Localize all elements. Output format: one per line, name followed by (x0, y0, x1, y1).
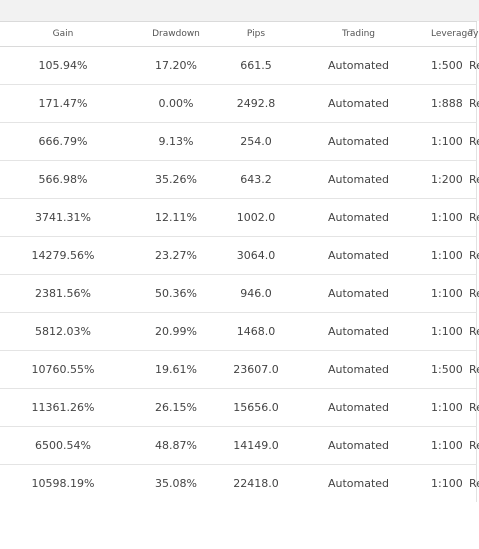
cell-gain: 2381.56% (0, 274, 126, 313)
cell-type: Real (451, 350, 479, 389)
cell-drawdown: 0.00% (126, 84, 226, 123)
cell-drawdown: 19.61% (126, 350, 226, 389)
cell-pips: 643.2 (226, 160, 286, 199)
top-toolbar-band (0, 0, 479, 21)
column-header-pips[interactable]: Pips (226, 21, 286, 47)
cell-trading: Automated (286, 122, 431, 161)
cell-trading: Automated (286, 426, 431, 465)
cell-drawdown: 50.36% (126, 274, 226, 313)
column-header-gain[interactable]: Gain (0, 21, 126, 47)
cell-type: Real (451, 388, 479, 427)
cell-gain: 105.94% (0, 46, 126, 85)
cell-drawdown: 35.08% (155, 477, 197, 490)
cell-pips: 15656.0 (226, 388, 286, 427)
cell-trading: Automated (286, 198, 431, 237)
cell-type: Real (451, 122, 479, 161)
cell-trading: Automated (327, 477, 390, 490)
cell-leverage: 1:500 (431, 350, 463, 389)
cell-drawdown: 9.13% (126, 122, 226, 161)
cell-drawdown: 26.15% (126, 388, 226, 427)
cell-pips: 14149.0 (226, 426, 286, 465)
cell-trading: Automated (286, 46, 431, 85)
cell-gain: 566.98% (0, 160, 126, 199)
cell-type: Real (451, 46, 479, 85)
table-row[interactable]: 10598.19% 35.08% 22418.0 Automated 1:100 Real (0, 465, 479, 503)
cell-drawdown: 20.99% (126, 312, 226, 351)
cell-leverage: 1:500 (431, 46, 463, 85)
cell-trading: Automated (286, 236, 431, 275)
cell-gain: 10760.55% (0, 350, 126, 389)
cell-leverage: 1:888 (431, 84, 463, 123)
cell-leverage: 1:100 (431, 122, 463, 161)
cell-drawdown: 12.11% (126, 198, 226, 237)
cell-pips: 254.0 (226, 122, 286, 161)
cell-leverage: 1:100 (431, 426, 463, 465)
column-header-leverage[interactable]: Leverage (431, 21, 473, 47)
cell-trading: Automated (286, 312, 431, 351)
cell-leverage: 1:100 (431, 236, 463, 275)
column-header-type[interactable]: Type (451, 21, 479, 47)
cell-drawdown: 48.87% (126, 426, 226, 465)
cell-leverage: 1:100 (431, 477, 463, 490)
cell-gain: 5812.03% (0, 312, 126, 351)
cell-gain: 171.47% (0, 84, 126, 123)
cell-leverage: 1:100 (431, 274, 463, 313)
cell-type: Real (469, 477, 479, 490)
cell-type: Real (451, 160, 479, 199)
systems-table: Gain Drawdown Pips Trading Leverage Type… (0, 21, 479, 503)
cell-pips: 22418.0 (233, 477, 279, 490)
cell-type: Real (451, 198, 479, 237)
cell-gain: 3741.31% (0, 198, 126, 237)
cell-pips: 1002.0 (226, 198, 286, 237)
cell-type: Real (451, 312, 479, 351)
column-header-trading[interactable]: Trading (286, 21, 431, 47)
cell-gain: 10598.19% (31, 477, 95, 490)
cell-pips: 3064.0 (226, 236, 286, 275)
cell-leverage: 1:100 (431, 198, 463, 237)
cell-trading: Automated (286, 84, 431, 123)
cell-leverage: 1:100 (431, 312, 463, 351)
table-header-row: Gain Drawdown Pips Trading Leverage Type (0, 21, 479, 47)
cell-leverage: 1:100 (431, 388, 463, 427)
cell-type: Real (451, 274, 479, 313)
cell-gain: 11361.26% (0, 388, 126, 427)
cell-trading: Automated (286, 160, 431, 199)
cell-drawdown: 17.20% (126, 46, 226, 85)
cell-type: Real (451, 426, 479, 465)
cell-type: Real (451, 236, 479, 275)
cell-gain: 14279.56% (0, 236, 126, 275)
table-body: 105.94%17.20%661.5Automated1:500Real171.… (0, 46, 479, 503)
cell-type: Real (451, 84, 479, 123)
cell-trading: Automated (286, 274, 431, 313)
cell-leverage: 1:200 (431, 160, 463, 199)
cell-trading: Automated (286, 388, 431, 427)
cell-drawdown: 23.27% (126, 236, 226, 275)
column-header-drawdown[interactable]: Drawdown (126, 21, 226, 47)
cell-pips: 2492.8 (226, 84, 286, 123)
cell-pips: 1468.0 (226, 312, 286, 351)
cell-gain: 6500.54% (0, 426, 126, 465)
cell-gain: 666.79% (0, 122, 126, 161)
cell-pips: 946.0 (226, 274, 286, 313)
cell-trading: Automated (286, 350, 431, 389)
cell-pips: 23607.0 (226, 350, 286, 389)
cell-drawdown: 35.26% (126, 160, 226, 199)
cell-pips: 661.5 (226, 46, 286, 85)
